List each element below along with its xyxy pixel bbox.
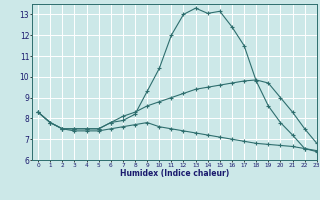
X-axis label: Humidex (Indice chaleur): Humidex (Indice chaleur)	[120, 169, 229, 178]
